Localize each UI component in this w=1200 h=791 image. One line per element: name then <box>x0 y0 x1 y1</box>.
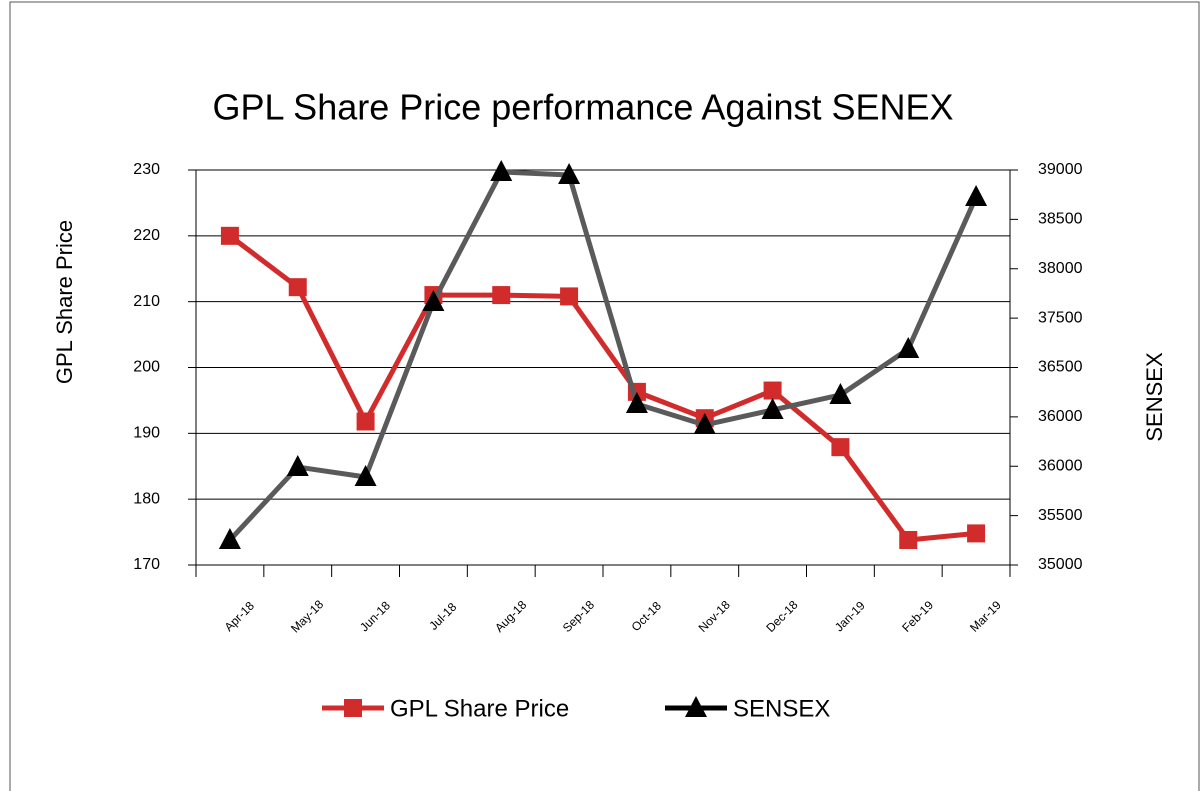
y2-tick-label: 38000 <box>1038 260 1083 277</box>
marker <box>218 528 241 550</box>
marker <box>763 381 782 400</box>
y-tick-label: 190 <box>133 425 160 442</box>
y2-tick-label: 36000 <box>1038 408 1083 425</box>
x-tick-label: Aug-18 <box>492 598 529 635</box>
marker <box>965 184 988 206</box>
marker <box>286 455 309 477</box>
x-tick-label: Apr-18 <box>222 599 258 635</box>
y2-tick-label: 36500 <box>1038 359 1083 376</box>
y2-axis-title: SENSEX <box>1142 352 1167 442</box>
marker <box>354 465 377 487</box>
y-tick-label: 230 <box>133 161 160 178</box>
marker <box>288 278 307 297</box>
marker <box>490 159 513 181</box>
line <box>228 169 979 542</box>
legend-label: SENSEX <box>733 695 830 722</box>
marker <box>356 412 375 431</box>
marker <box>829 382 852 404</box>
marker <box>344 699 362 717</box>
marker <box>831 438 850 457</box>
y2-tick-label: 39000 <box>1038 161 1083 178</box>
x-tick-label: Mar-19 <box>967 598 1004 635</box>
y2-tick-label: 37500 <box>1038 309 1083 326</box>
y-tick-label: 220 <box>133 227 160 244</box>
marker <box>560 287 579 306</box>
x-tick-label: May-18 <box>288 597 326 635</box>
marker <box>220 226 239 245</box>
line <box>228 233 977 543</box>
marker <box>899 530 918 549</box>
marker <box>685 696 707 717</box>
frame <box>9 1 1200 791</box>
y-tick-label: 170 <box>133 556 160 573</box>
marker <box>761 397 784 419</box>
x-tick-label: Nov-18 <box>696 598 733 635</box>
x-tick-label: Oct-18 <box>629 599 665 635</box>
x-tick-label: Dec-18 <box>763 598 800 635</box>
x-tick-label: Jul-18 <box>426 600 459 633</box>
marker <box>625 392 648 414</box>
y-axis-title: GPL Share Price <box>52 220 77 384</box>
marker <box>897 337 920 359</box>
marker <box>492 286 511 305</box>
marker <box>967 524 986 543</box>
chart-title: GPL Share Price performance Against SENE… <box>212 87 953 128</box>
y2-tick-label: 35500 <box>1038 507 1083 524</box>
y2-tick-label: 36000 <box>1038 457 1083 474</box>
y2-tick-label: 38500 <box>1038 211 1083 228</box>
y-tick-label: 200 <box>133 359 160 376</box>
legend-label: GPL Share Price <box>390 695 569 722</box>
marker <box>693 412 716 434</box>
y-tick-label: 210 <box>133 293 160 310</box>
x-tick-label: Sep-18 <box>560 598 597 635</box>
marker <box>558 163 581 185</box>
x-tick-label: Jan-19 <box>832 598 868 634</box>
x-tick-label: Jun-18 <box>357 598 393 634</box>
y2-tick-label: 35000 <box>1038 556 1083 573</box>
x-tick-label: Feb-19 <box>899 598 936 635</box>
y-tick-label: 180 <box>133 490 160 507</box>
marker <box>422 290 445 312</box>
